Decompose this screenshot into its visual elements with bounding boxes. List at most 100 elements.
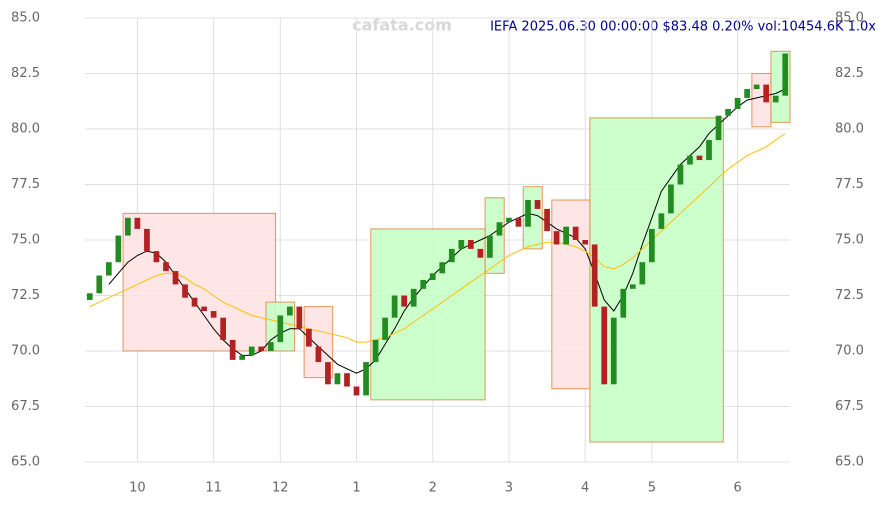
- y-tick-label: 80.0: [835, 122, 864, 137]
- candle: [563, 226, 569, 245]
- x-tick-label: 2: [429, 481, 437, 496]
- candle: [696, 155, 703, 161]
- candle: [601, 306, 608, 385]
- candle: [429, 273, 436, 280]
- candle: [649, 228, 655, 263]
- candle: [591, 244, 598, 307]
- candle: [410, 288, 417, 307]
- candle: [372, 339, 379, 363]
- candle: [391, 295, 398, 318]
- candle: [210, 311, 217, 318]
- candle: [401, 295, 408, 307]
- x-tick-label: 12: [272, 481, 289, 496]
- candle: [706, 140, 712, 161]
- candle: [191, 297, 198, 307]
- candle: [668, 184, 674, 214]
- candle: [658, 213, 665, 229]
- candle: [687, 155, 693, 165]
- candle: [115, 235, 122, 263]
- x-tick-label: 6: [733, 481, 741, 496]
- candle: [734, 97, 741, 110]
- y-tick-label: 67.5: [835, 399, 864, 414]
- candle: [96, 275, 103, 294]
- candle: [201, 306, 207, 312]
- overlay-line: [89, 132, 786, 343]
- y-tick-label: 77.5: [835, 177, 864, 192]
- watermark: cafata.com: [352, 16, 452, 35]
- candle: [782, 53, 789, 96]
- y-tick-label: 67.5: [11, 399, 40, 414]
- y-tick-label: 70.0: [835, 344, 864, 359]
- candle: [439, 262, 446, 274]
- zone: [589, 117, 724, 443]
- candle: [772, 95, 779, 103]
- x-tick-label: 11: [205, 481, 222, 496]
- x-tick-label: 5: [648, 481, 656, 496]
- candle: [220, 317, 226, 340]
- candle: [382, 317, 388, 340]
- candle: [477, 248, 484, 258]
- y-tick-label: 77.5: [11, 177, 40, 192]
- candle: [458, 240, 465, 249]
- y-tick-label: 85.0: [835, 11, 864, 26]
- candle: [467, 240, 474, 249]
- candle: [144, 228, 150, 252]
- y-tick-label: 75.0: [835, 233, 864, 248]
- candle: [544, 208, 550, 232]
- candle: [353, 386, 360, 396]
- y-tick-label: 72.5: [11, 288, 40, 303]
- candle: [610, 317, 617, 385]
- candle: [229, 339, 236, 360]
- candle: [306, 328, 312, 347]
- candle: [315, 346, 322, 363]
- candle: [172, 271, 179, 285]
- candle: [620, 288, 627, 318]
- x-tick-label: 4: [581, 481, 589, 496]
- y-tick-label: 75.0: [11, 233, 40, 248]
- zone: [551, 199, 591, 390]
- candle: [506, 217, 512, 223]
- candle: [105, 262, 112, 276]
- candle: [553, 231, 560, 245]
- candle: [334, 373, 341, 385]
- candle: [753, 84, 760, 90]
- y-tick-label: 80.0: [11, 122, 40, 137]
- candle: [496, 222, 503, 236]
- candle: [629, 284, 636, 289]
- chart-title: IEFA 2025.06.30 00:00:00 $83.48 0.20% vo…: [490, 20, 876, 35]
- candle: [182, 284, 188, 298]
- candle: [639, 262, 646, 285]
- candle: [448, 248, 455, 263]
- candle: [296, 306, 303, 329]
- candle: [163, 262, 169, 272]
- candle: [715, 115, 722, 141]
- x-tick-label: 1: [352, 481, 360, 496]
- candle: [277, 315, 284, 343]
- candle: [286, 306, 293, 316]
- candle: [744, 89, 750, 98]
- x-tick-label: 10: [129, 481, 146, 496]
- y-tick-label: 82.5: [835, 66, 864, 81]
- candle: [487, 235, 493, 258]
- candle: [534, 200, 541, 209]
- candle: [344, 373, 350, 387]
- candle: [239, 355, 246, 360]
- candle: [363, 362, 369, 396]
- candle: [725, 109, 731, 116]
- candle: [86, 293, 93, 300]
- candle: [125, 217, 131, 236]
- candle: [258, 346, 265, 351]
- candle: [677, 164, 684, 185]
- y-tick-label: 65.0: [835, 455, 864, 470]
- candle: [153, 251, 160, 263]
- y-tick-label: 70.0: [11, 344, 40, 359]
- candle: [582, 240, 589, 245]
- candle: [763, 84, 770, 103]
- candle: [134, 217, 141, 229]
- candle: [248, 346, 255, 356]
- candle: [325, 362, 331, 385]
- candle: [572, 226, 579, 240]
- candle: [515, 217, 522, 227]
- x-tick-label: 3: [505, 481, 513, 496]
